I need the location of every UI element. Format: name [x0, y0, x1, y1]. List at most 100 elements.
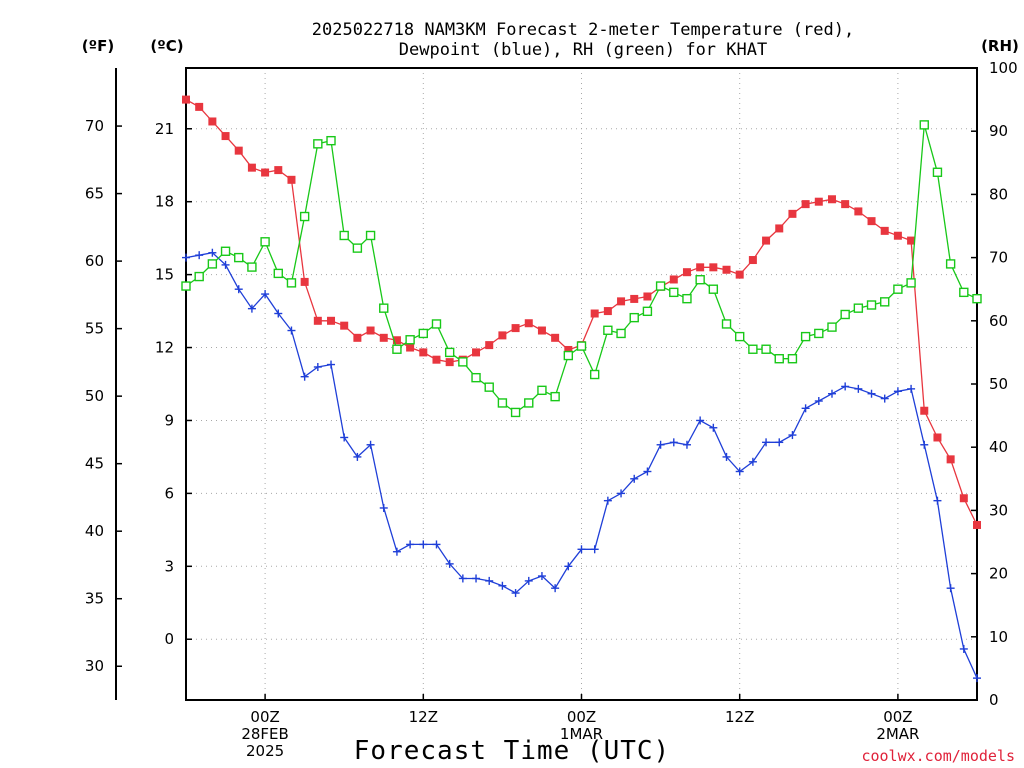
temperature-point [907, 236, 916, 245]
fahrenheit-tick-label: 60 [85, 252, 104, 270]
rh-point [207, 259, 218, 269]
dewpoint-point [498, 581, 507, 590]
rh-point [827, 322, 837, 332]
rh-tick-label: 90 [989, 122, 1008, 140]
rh-point [682, 293, 692, 304]
temperature-point [722, 265, 731, 274]
temperature-point [893, 231, 902, 240]
temperature-point [221, 132, 230, 141]
temperature-point [551, 333, 560, 342]
rh-point [853, 303, 864, 313]
dewpoint-point [748, 457, 757, 466]
dewpoint-point [907, 384, 916, 393]
dewpoint-point [603, 496, 612, 505]
celsius-tick-label: 3 [164, 557, 174, 575]
rh-point [392, 344, 402, 354]
temperature-point [920, 406, 929, 415]
temperature-point [445, 358, 454, 367]
rh-point [352, 243, 363, 253]
rh-tick-label: 60 [989, 312, 1008, 330]
dewpoint-point [247, 304, 256, 313]
rh-point [603, 325, 613, 335]
dewpoint-point [669, 438, 678, 447]
temperature-point [208, 117, 217, 126]
rh-tick-label: 30 [989, 501, 1008, 519]
dewpoint-point [867, 389, 876, 398]
temperature-point [406, 343, 415, 352]
dewpoint-point [709, 423, 718, 432]
dewpoint-point [551, 584, 560, 593]
rh-point [194, 271, 204, 282]
celsius-unit-label: (ºC) [150, 37, 183, 55]
temperature-point [274, 166, 283, 175]
temperature-point [472, 348, 481, 357]
dewpoint-point [854, 384, 863, 393]
temperature-point [247, 163, 256, 172]
rh-point [972, 293, 982, 304]
rh-point [866, 300, 877, 310]
rh-point [642, 306, 653, 317]
dewpoint-point [762, 438, 771, 447]
temperature-point [775, 224, 784, 233]
dewpoint-point [379, 503, 388, 512]
temperature-point [432, 355, 441, 364]
dewpoint-point [432, 540, 441, 549]
dewpoint-point [788, 431, 797, 440]
rh-point [431, 319, 442, 329]
temperature-point [933, 433, 942, 442]
fahrenheit-unit-label: (ºF) [82, 37, 114, 55]
dewpoint-point [577, 545, 586, 554]
rh-point [444, 347, 455, 358]
temperature-point [261, 168, 270, 177]
temperature-point [788, 209, 797, 218]
temperature-point [511, 324, 520, 333]
dewpoint-point [221, 260, 230, 269]
dewpoint-point [630, 474, 639, 483]
temperature-point [643, 292, 652, 301]
dewpoint-point [946, 584, 955, 593]
temperature-point [696, 263, 705, 272]
rh-point [405, 335, 415, 345]
celsius-tick-label: 6 [164, 484, 174, 502]
rh-point [299, 211, 310, 222]
rh-point [365, 230, 376, 241]
temperature-point [603, 307, 612, 316]
temperature-point [313, 316, 322, 325]
dewpoint-point [537, 572, 546, 581]
rh-point [721, 319, 732, 329]
rh-unit-label: (RH) [981, 37, 1019, 55]
celsius-tick-label: 9 [164, 411, 174, 429]
temperature-point [841, 200, 850, 209]
rh-tick-label: 70 [989, 249, 1008, 267]
dewpoint-point [287, 326, 296, 335]
axes: 30 35 40 45 50 55 60 65 70 0 3 6 9 12 15 18 21 0 10 20 30 40 5… [85, 59, 1018, 760]
dewpoint-point [959, 644, 968, 653]
temperature-point [630, 294, 639, 303]
temperature-point [340, 321, 349, 330]
x-tick-label: 12Z [409, 708, 438, 726]
celsius-tick-label: 0 [164, 630, 174, 648]
dewpoint-point [485, 576, 494, 585]
x-axis-title: Forecast Time (UTC) [354, 736, 670, 766]
temperature-point [353, 333, 362, 342]
rh-point [379, 303, 389, 313]
dewpoint-point [524, 576, 533, 585]
rh-point [497, 398, 508, 408]
dewpoint-point [656, 440, 665, 449]
rh-point [286, 278, 297, 288]
chart-title-line-1: 2025022718 NAM3KM Forecast 2-meter Tempe… [312, 20, 854, 40]
temperature-point [973, 520, 981, 529]
dewpoint-point [511, 589, 520, 598]
temperature-point [946, 455, 955, 464]
dewpoint-point [696, 416, 705, 425]
grid-lines [186, 68, 977, 700]
temperature-point [419, 348, 428, 357]
rh-tick-label: 40 [989, 438, 1008, 456]
dewpoint-point [445, 559, 454, 568]
rh-point [589, 369, 600, 380]
temperature-point [234, 146, 243, 155]
rh-point [959, 287, 969, 298]
celsius-tick-label: 18 [155, 193, 174, 211]
dewpoint-point [340, 433, 349, 442]
